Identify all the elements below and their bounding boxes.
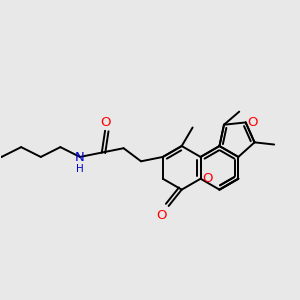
Text: O: O [100,116,110,129]
Text: O: O [248,116,258,129]
Text: O: O [156,209,166,222]
Text: O: O [202,172,213,185]
Text: H: H [76,164,84,174]
Text: N: N [75,152,85,164]
